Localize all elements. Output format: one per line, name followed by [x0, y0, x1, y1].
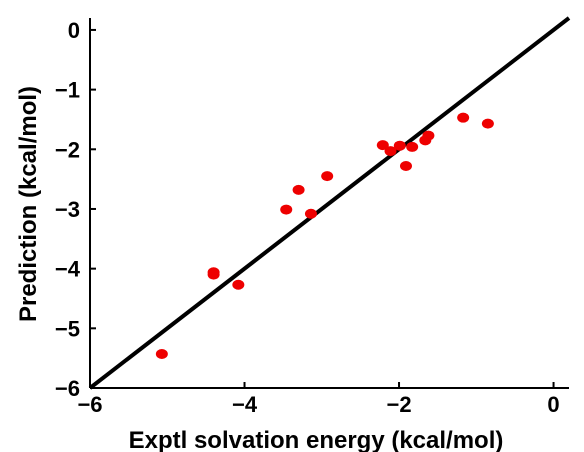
y-tick-label: −6: [55, 376, 80, 401]
y-tick-label: −5: [55, 316, 80, 341]
data-point: [406, 141, 419, 152]
data-points: [155, 112, 494, 359]
data-point: [292, 184, 305, 195]
data-point: [457, 112, 470, 123]
y-tick-label: −3: [55, 197, 80, 222]
data-point: [321, 171, 334, 182]
data-point: [304, 208, 317, 219]
tick-labels: −6 −4 −2 0 0 −1 −2 −3 −4 −5 −6: [55, 18, 560, 417]
data-point: [376, 140, 389, 151]
data-point: [232, 279, 245, 290]
reference-line: [88, 16, 571, 390]
y-tick-label: 0: [68, 18, 80, 43]
x-axis-title: Exptl solvation energy (kcal/mol): [129, 427, 504, 452]
data-point: [155, 348, 168, 359]
data-point: [422, 130, 435, 141]
y-tick-label: −2: [55, 137, 80, 162]
data-point: [399, 161, 412, 171]
data-point: [384, 146, 397, 157]
x-tick-label: −6: [77, 392, 102, 417]
x-tick-label: 0: [547, 392, 559, 417]
x-tick-label: −2: [386, 392, 411, 417]
data-point: [280, 204, 293, 215]
data-point: [207, 269, 220, 280]
y-tick-label: −1: [55, 78, 80, 103]
reference-line-group: [88, 16, 571, 390]
y-axis-title: Prediction (kcal/mol): [15, 86, 42, 322]
x-tick-label: −4: [232, 392, 258, 417]
data-point: [393, 140, 406, 151]
data-point: [481, 118, 494, 129]
y-tick-label: −4: [55, 257, 81, 282]
